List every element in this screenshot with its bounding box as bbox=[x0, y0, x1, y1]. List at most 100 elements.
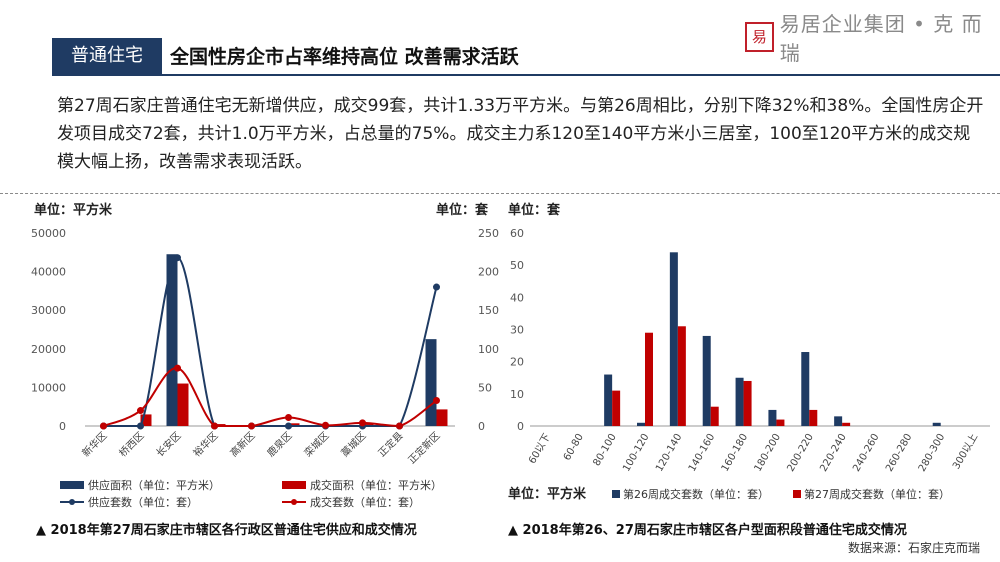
x-tick-label: 藁城区 bbox=[338, 429, 368, 459]
bar-week27 bbox=[612, 390, 621, 426]
x-tick-label: 栾城区 bbox=[301, 429, 331, 459]
bar-deal-area bbox=[288, 423, 300, 426]
y-right-tick-label: 250 bbox=[478, 227, 499, 240]
legend-marker bbox=[291, 499, 297, 505]
logo-text: 易居企业集团 • 克 而 瑞 bbox=[779, 12, 983, 65]
bar-week26 bbox=[801, 352, 810, 426]
x-tick-label: 长安区 bbox=[153, 429, 183, 459]
y-right-tick-label: 100 bbox=[478, 343, 499, 356]
legend-swatch bbox=[612, 490, 620, 498]
x-tick-label: 裕华区 bbox=[190, 429, 220, 459]
y-left-tick-label: 10000 bbox=[31, 381, 66, 394]
point-supply-units bbox=[433, 283, 440, 291]
y-left-tick-label: 0 bbox=[59, 420, 66, 433]
point-deal-units bbox=[322, 421, 329, 429]
y-left-tick-label: 50000 bbox=[31, 227, 66, 240]
summary-paragraph: 第27周石家庄普通住宅无新增供应，成交99套，共计1.33万平方米。与第26周相… bbox=[57, 96, 984, 172]
legend-swatch bbox=[793, 490, 801, 498]
section-tag: 普通住宅 bbox=[52, 38, 162, 74]
x-tick-label: 60以下 bbox=[527, 432, 553, 466]
x-tick-label: 200-220 bbox=[785, 432, 815, 474]
y-tick-label: 50 bbox=[510, 259, 524, 272]
chart-caption-1: ▲ 2018年第27周石家庄市辖区各行政区普通住宅供应和成交情况 bbox=[36, 522, 417, 538]
x-tick-label: 260-280 bbox=[884, 432, 914, 474]
bar-week26 bbox=[702, 335, 711, 426]
x-tick-label: 220-240 bbox=[818, 432, 848, 474]
y-tick-label: 20 bbox=[510, 356, 524, 369]
bar-week26 bbox=[669, 252, 678, 426]
x-tick-label: 300以上 bbox=[950, 432, 980, 472]
point-deal-units bbox=[396, 422, 403, 430]
point-deal-units bbox=[137, 407, 144, 415]
x-tick-label: 160-180 bbox=[720, 432, 750, 474]
point-supply-units bbox=[174, 254, 181, 262]
bar-week26 bbox=[834, 416, 843, 426]
legend-label: 供应面积（单位：平方米） bbox=[88, 478, 220, 492]
legend-label: 成交面积（单位：平方米） bbox=[310, 478, 442, 492]
bar-deal-area bbox=[140, 414, 152, 426]
legend-swatch bbox=[282, 481, 306, 489]
y-right-tick-label: 50 bbox=[478, 381, 492, 394]
point-deal-units bbox=[248, 422, 255, 430]
x-tick-label: 280-300 bbox=[917, 432, 947, 474]
legend-label: 第27周成交套数（单位：套） bbox=[804, 487, 950, 501]
logo-mark: 易 bbox=[745, 22, 774, 52]
legend-label: 成交套数（单位：套） bbox=[310, 495, 420, 509]
brand-logo: 易 易居企业集团 • 克 而 瑞 bbox=[745, 8, 1000, 66]
legend-swatch bbox=[60, 481, 84, 489]
point-supply-units bbox=[137, 422, 144, 430]
bar-week27 bbox=[645, 332, 653, 426]
y-tick-label: 30 bbox=[510, 324, 524, 337]
y-tick-label: 40 bbox=[510, 291, 524, 304]
x-tick-label: 100-120 bbox=[621, 432, 651, 474]
bar-week27 bbox=[710, 406, 719, 426]
legend-marker bbox=[69, 499, 75, 505]
y-right-tick-label: 150 bbox=[478, 304, 499, 317]
bar-week27 bbox=[743, 380, 752, 426]
y-tick-label: 0 bbox=[517, 420, 524, 433]
source-note: 数据来源：石家庄克而瑞 bbox=[848, 540, 980, 555]
y-left-tick-label: 40000 bbox=[31, 266, 66, 279]
x-axis-unit: 单位：平方米 bbox=[508, 486, 587, 502]
x-tick-label: 120-140 bbox=[654, 432, 684, 474]
dashed-divider bbox=[0, 193, 1000, 194]
point-deal-units bbox=[285, 414, 292, 422]
x-tick-label: 高新区 bbox=[227, 429, 257, 459]
x-tick-label: 鹿泉区 bbox=[264, 429, 294, 459]
point-deal-units bbox=[174, 364, 181, 372]
point-deal-units bbox=[359, 419, 366, 427]
x-tick-label: 60-80 bbox=[562, 432, 586, 463]
y-right-tick-label: 200 bbox=[478, 266, 499, 279]
bar-week26 bbox=[604, 374, 613, 426]
bar-week27 bbox=[842, 422, 851, 426]
x-tick-label: 新华区 bbox=[79, 429, 109, 459]
title-underline bbox=[52, 74, 1000, 76]
y-left-tick-label: 30000 bbox=[31, 304, 66, 317]
y-tick-label: 60 bbox=[510, 227, 524, 240]
x-tick-label: 140-160 bbox=[687, 432, 717, 474]
bar-week26 bbox=[932, 422, 941, 426]
bar-deal-area bbox=[436, 409, 448, 426]
x-tick-label: 正定县 bbox=[375, 429, 405, 459]
line-supply-units bbox=[103, 256, 438, 427]
left-axis-unit: 单位：平方米 bbox=[34, 202, 113, 218]
y-right-tick-label: 0 bbox=[478, 420, 485, 433]
bar-week27 bbox=[809, 409, 818, 426]
line-deal-units bbox=[103, 367, 438, 428]
y-left-tick-label: 20000 bbox=[31, 343, 66, 356]
chart-caption-2: ▲ 2018年第26、27周石家庄市辖区各户型面积段普通住宅成交情况 bbox=[508, 522, 907, 538]
bar-deal-area bbox=[177, 383, 189, 426]
page-title: 全国性房企市占率维持高位 改善需求活跃 bbox=[170, 46, 519, 68]
y-tick-label: 10 bbox=[510, 388, 524, 401]
y-axis-unit: 单位：套 bbox=[508, 202, 561, 218]
point-deal-units bbox=[433, 397, 440, 405]
x-tick-label: 80-100 bbox=[592, 432, 619, 468]
point-deal-units bbox=[100, 422, 107, 430]
x-tick-label: 正定新区 bbox=[405, 429, 442, 466]
bar-supply-area bbox=[425, 339, 437, 426]
x-tick-label: 180-200 bbox=[753, 432, 783, 474]
point-supply-units bbox=[285, 422, 292, 430]
bar-week26 bbox=[637, 422, 645, 426]
bar-week27 bbox=[677, 326, 686, 426]
